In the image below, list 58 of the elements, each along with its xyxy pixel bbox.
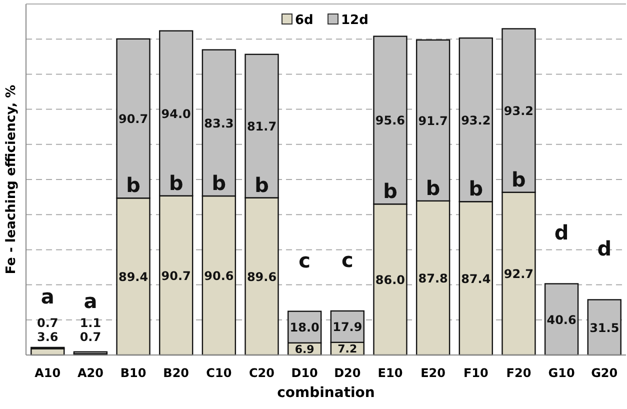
x-tick-label: A20 bbox=[77, 366, 104, 380]
data-label: 90.7 bbox=[161, 268, 191, 283]
annotation: c bbox=[341, 248, 354, 272]
y-axis-title: Fe - leaching efficiency, % bbox=[4, 84, 19, 274]
data-label: 87.8 bbox=[418, 271, 448, 286]
x-axis-title: combination bbox=[277, 385, 375, 401]
data-label: 94.0 bbox=[161, 106, 191, 121]
annotation: d bbox=[597, 236, 612, 261]
data-label: 6.9 bbox=[294, 342, 314, 356]
annotation: a bbox=[40, 284, 54, 308]
data-label: 92.7 bbox=[504, 267, 534, 282]
legend-label: 12d bbox=[341, 13, 368, 28]
x-tick-label: A10 bbox=[34, 366, 61, 380]
data-label: 81.7 bbox=[246, 120, 277, 134]
data-label: 91.7 bbox=[418, 114, 448, 128]
data-label: 40.6 bbox=[546, 312, 576, 327]
annotation: c bbox=[298, 248, 311, 272]
data-label: 7.2 bbox=[338, 342, 358, 356]
annotation: b bbox=[254, 172, 269, 197]
data-label: 86.0 bbox=[375, 273, 406, 288]
annotation: d bbox=[554, 220, 569, 245]
x-tick-label: C20 bbox=[249, 366, 275, 380]
data-label: 93.2 bbox=[504, 104, 534, 118]
x-tick-label: C10 bbox=[206, 366, 232, 380]
data-label: 89.6 bbox=[246, 270, 277, 284]
data-label: 95.6 bbox=[375, 114, 406, 128]
x-tick-label: D20 bbox=[334, 366, 361, 380]
legend-label: 6d bbox=[295, 13, 314, 28]
data-label: 0.7 bbox=[80, 330, 102, 344]
x-tick-label: F10 bbox=[463, 366, 488, 380]
x-tick-label: F20 bbox=[506, 366, 532, 380]
data-label: 89.4 bbox=[118, 270, 148, 284]
annotation: b bbox=[383, 179, 398, 204]
data-label: 17.9 bbox=[332, 320, 362, 334]
x-tick-label: B10 bbox=[120, 366, 146, 380]
x-tick-label: E10 bbox=[378, 366, 403, 380]
annotation: b bbox=[468, 176, 484, 201]
data-label: 83.3 bbox=[204, 116, 234, 130]
data-label: 87.4 bbox=[461, 272, 491, 286]
data-label: 0.7 bbox=[36, 316, 58, 330]
x-tick-label: G20 bbox=[591, 366, 618, 380]
annotation: b bbox=[512, 167, 526, 192]
annotation: b bbox=[212, 170, 226, 195]
data-label: 93.2 bbox=[461, 113, 491, 128]
annotation: b bbox=[426, 176, 440, 200]
data-label: 90.6 bbox=[204, 269, 234, 283]
x-tick-label: G10 bbox=[548, 366, 575, 380]
data-label: 18.0 bbox=[290, 320, 320, 335]
annotation: b bbox=[168, 170, 184, 195]
x-tick-label: D10 bbox=[291, 366, 318, 380]
annotation: a bbox=[84, 288, 98, 313]
data-label: 1.1 bbox=[80, 316, 102, 330]
data-label: 3.6 bbox=[36, 330, 58, 344]
data-label: 31.5 bbox=[590, 320, 620, 335]
x-tick-label: B20 bbox=[163, 366, 190, 380]
data-label: 90.7 bbox=[118, 112, 148, 126]
annotation: b bbox=[126, 173, 140, 198]
x-tick-label: E20 bbox=[420, 366, 446, 380]
